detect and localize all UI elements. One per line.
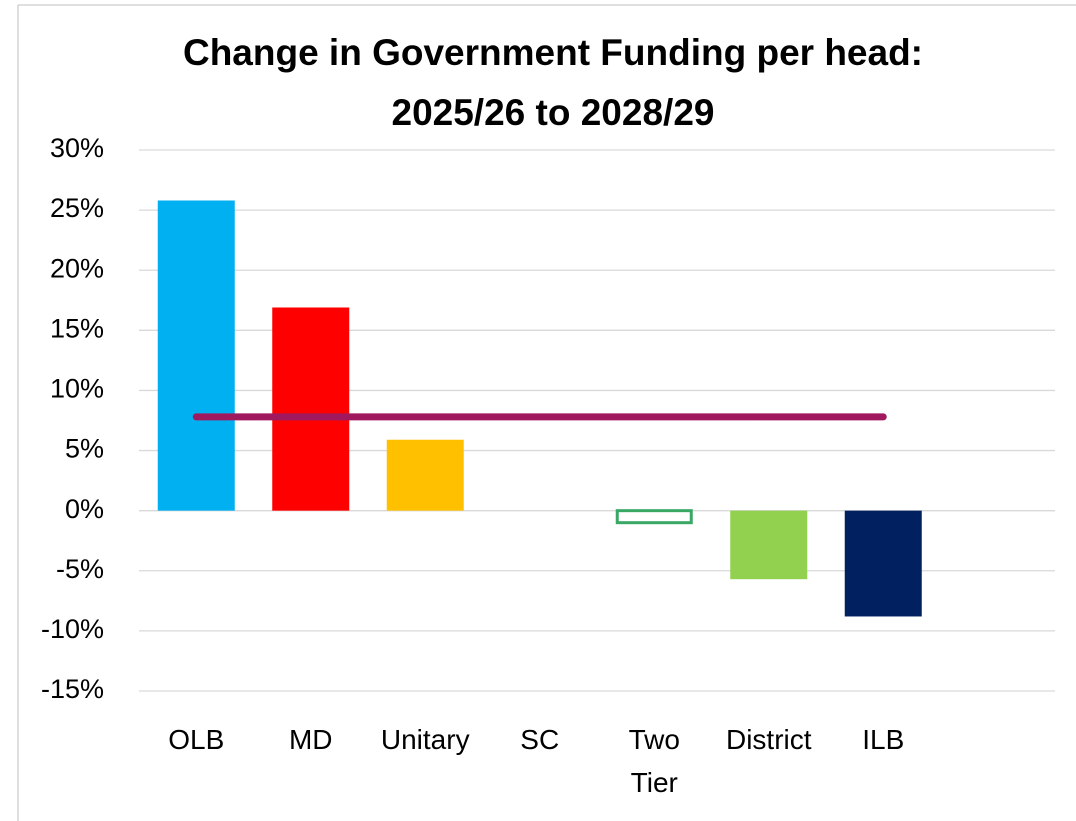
- x-tick-label: MD: [289, 724, 333, 755]
- x-tick-label: ILB: [862, 724, 904, 755]
- y-tick-label: 25%: [50, 193, 104, 223]
- x-tick-label: District: [726, 724, 812, 755]
- bar: [615, 509, 693, 525]
- chart-title: Change in Government Funding per head: 20…: [183, 32, 923, 133]
- text-line: SC: [520, 724, 559, 755]
- text-line: 2025/26 to 2028/29: [392, 92, 715, 133]
- y-tick-label: 30%: [50, 133, 104, 163]
- text-line: Unitary: [381, 724, 470, 755]
- x-tick-label: Unitary: [381, 724, 470, 755]
- x-tick-label: SC: [520, 724, 559, 755]
- y-tick-label: -10%: [41, 614, 104, 644]
- text-line: Two: [629, 724, 680, 755]
- y-tick-label: -5%: [56, 554, 104, 584]
- bar: [730, 510, 808, 580]
- text-line: District: [726, 724, 812, 755]
- y-tick-label: 20%: [50, 253, 104, 283]
- text-line: Change in Government Funding per head:: [183, 32, 923, 73]
- y-tick-label: 10%: [50, 374, 104, 404]
- bar: [386, 439, 464, 511]
- x-tick-label: OLB: [168, 724, 224, 755]
- y-tick-label: 0%: [65, 494, 104, 524]
- text-line: MD: [289, 724, 333, 755]
- y-tick-label: 5%: [65, 434, 104, 464]
- bar: [157, 200, 235, 511]
- bar: [844, 510, 922, 617]
- x-tick-label: Two Tier: [629, 724, 680, 798]
- text-line: OLB: [168, 724, 224, 755]
- bar: [272, 307, 350, 511]
- text-line: ILB: [862, 724, 904, 755]
- text-line: Tier: [631, 767, 678, 798]
- y-tick-label: -15%: [41, 674, 104, 704]
- y-tick-label: 15%: [50, 313, 104, 343]
